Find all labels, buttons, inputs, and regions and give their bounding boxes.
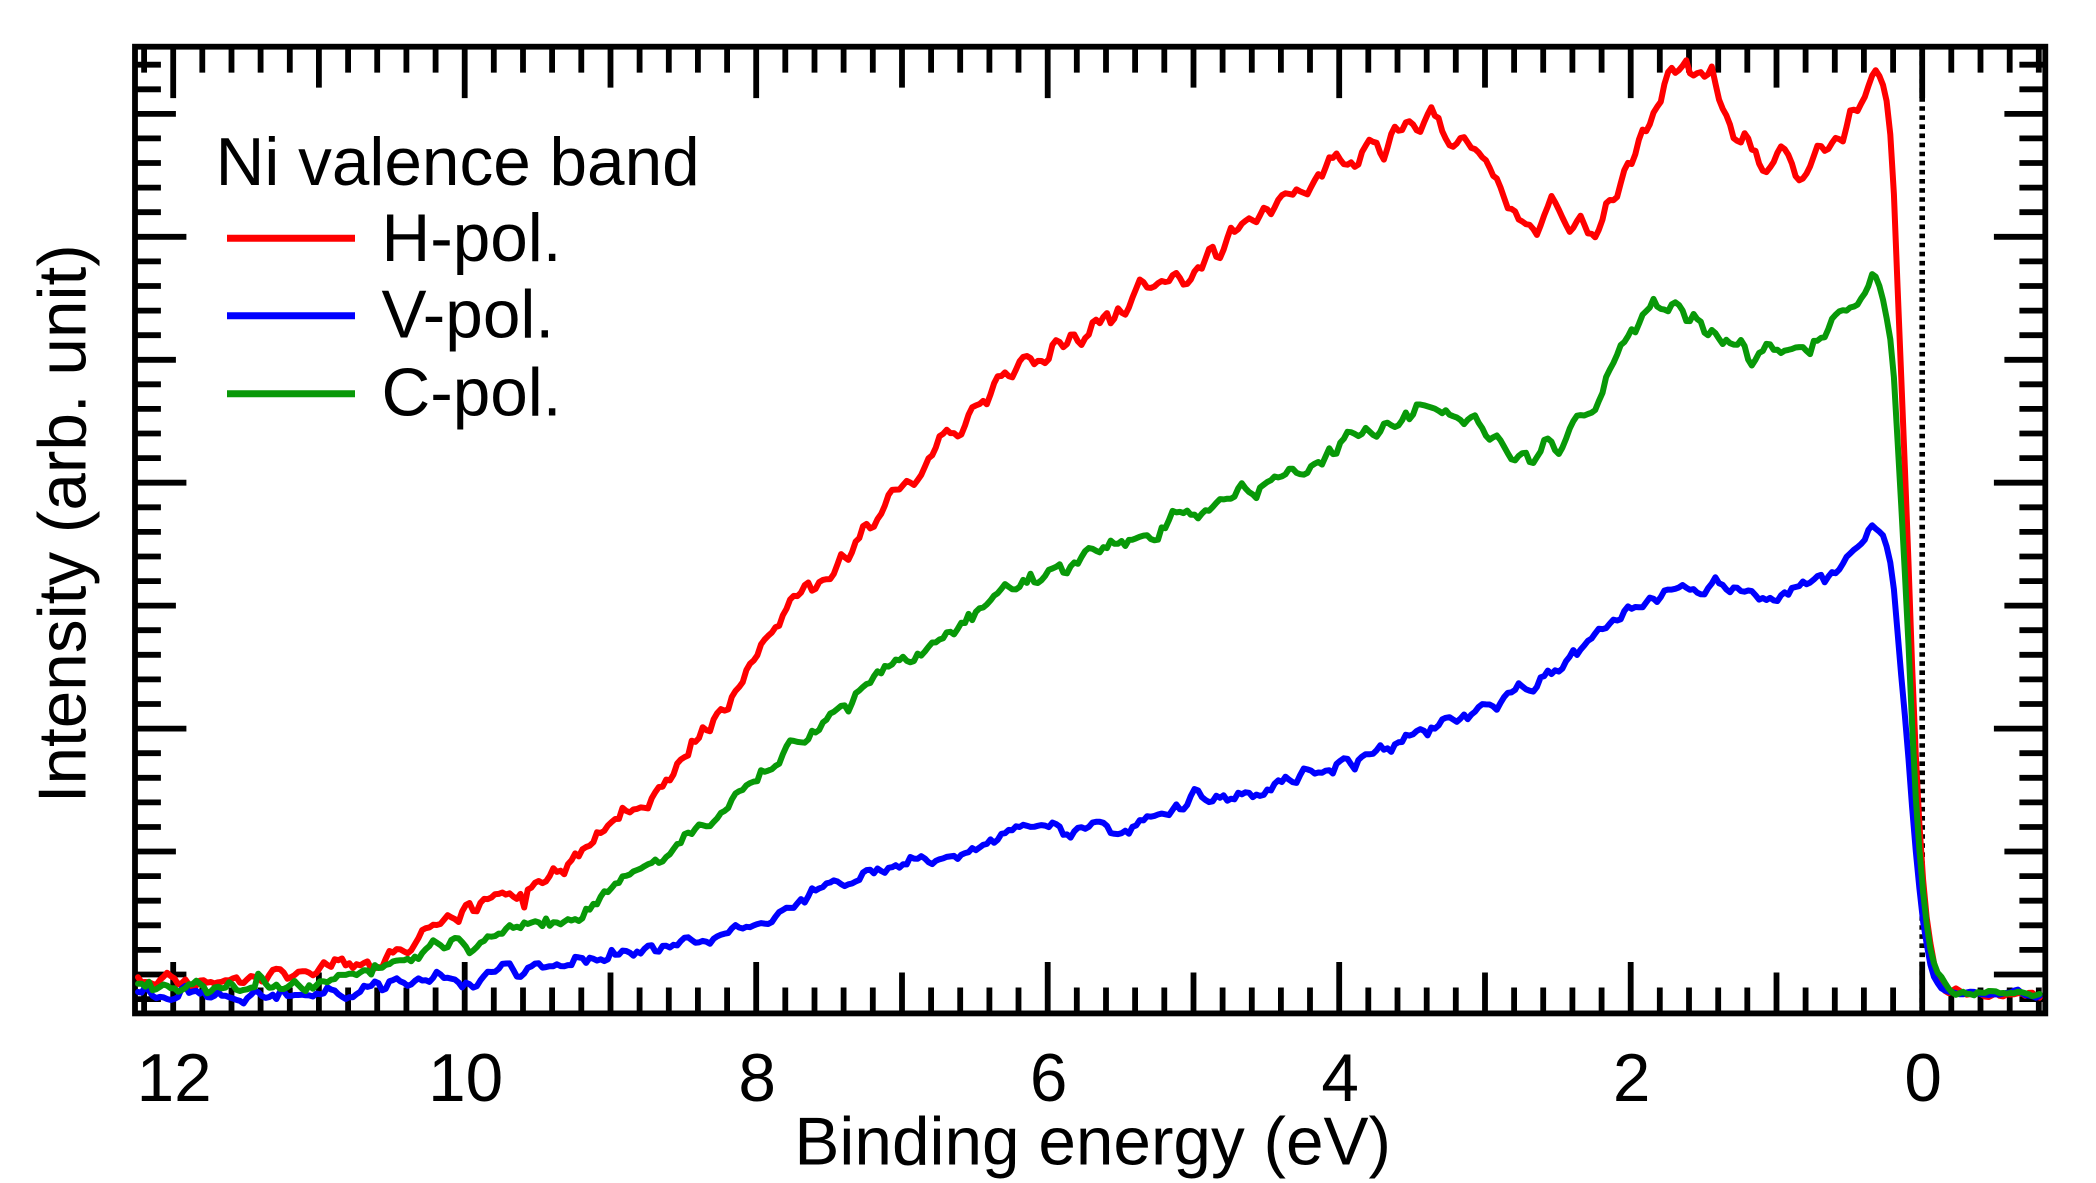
svg-text:C-pol.: C-pol. [382,355,562,430]
svg-text:V-pol.: V-pol. [382,278,555,353]
svg-text:8: 8 [738,1041,776,1116]
svg-text:0: 0 [1904,1041,1942,1116]
svg-text:Binding energy (eV): Binding energy (eV) [794,1105,1391,1180]
svg-text:Intensity (arb. unit): Intensity (arb. unit) [25,244,100,803]
svg-text:2: 2 [1613,1041,1651,1116]
svg-text:12: 12 [137,1041,212,1116]
svg-text:Ni valence band: Ni valence band [216,125,700,200]
svg-text:H-pol.: H-pol. [382,201,562,276]
svg-text:6: 6 [1030,1041,1068,1116]
svg-text:4: 4 [1321,1041,1359,1116]
svg-text:10: 10 [428,1041,503,1116]
